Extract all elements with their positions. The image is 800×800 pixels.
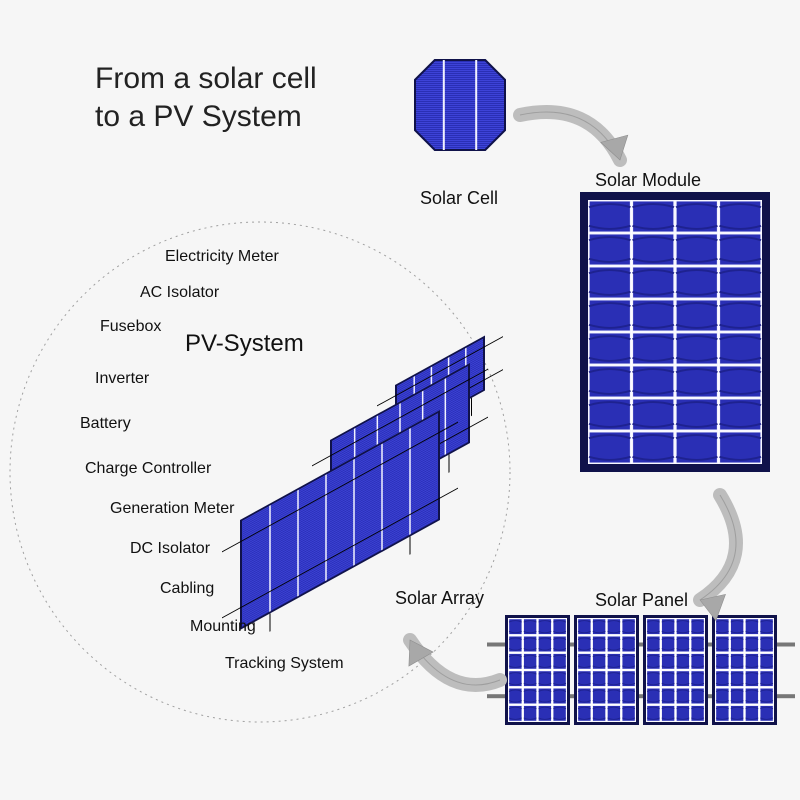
pv-component-label: AC Isolator (140, 284, 219, 302)
pv-component-label: Mounting (190, 618, 256, 636)
pv-component-label: DC Isolator (130, 540, 210, 558)
pv-component-label: Tracking System (225, 655, 344, 673)
pv-system-title: PV-System (185, 330, 304, 358)
pv-component-label: Fusebox (100, 318, 161, 336)
pv-component-label: Battery (80, 415, 131, 433)
label-solar-cell: Solar Cell (420, 188, 498, 209)
solar-module-graphic (580, 192, 770, 472)
solar-panel-graphic (487, 615, 795, 725)
pv-component-label: Charge Controller (85, 460, 211, 478)
pv-component-label: Cabling (160, 580, 214, 598)
label-solar-panel: Solar Panel (595, 590, 688, 611)
pv-component-label: Generation Meter (110, 500, 235, 518)
pv-component-label: Inverter (95, 370, 149, 388)
pv-component-label: Electricity Meter (165, 248, 279, 266)
solar-cell-graphic (415, 60, 505, 150)
label-solar-array: Solar Array (395, 588, 484, 609)
diagram-svg (0, 0, 800, 800)
label-solar-module: Solar Module (595, 170, 701, 191)
diagram-canvas: From a solar cell to a PV System (0, 0, 800, 800)
